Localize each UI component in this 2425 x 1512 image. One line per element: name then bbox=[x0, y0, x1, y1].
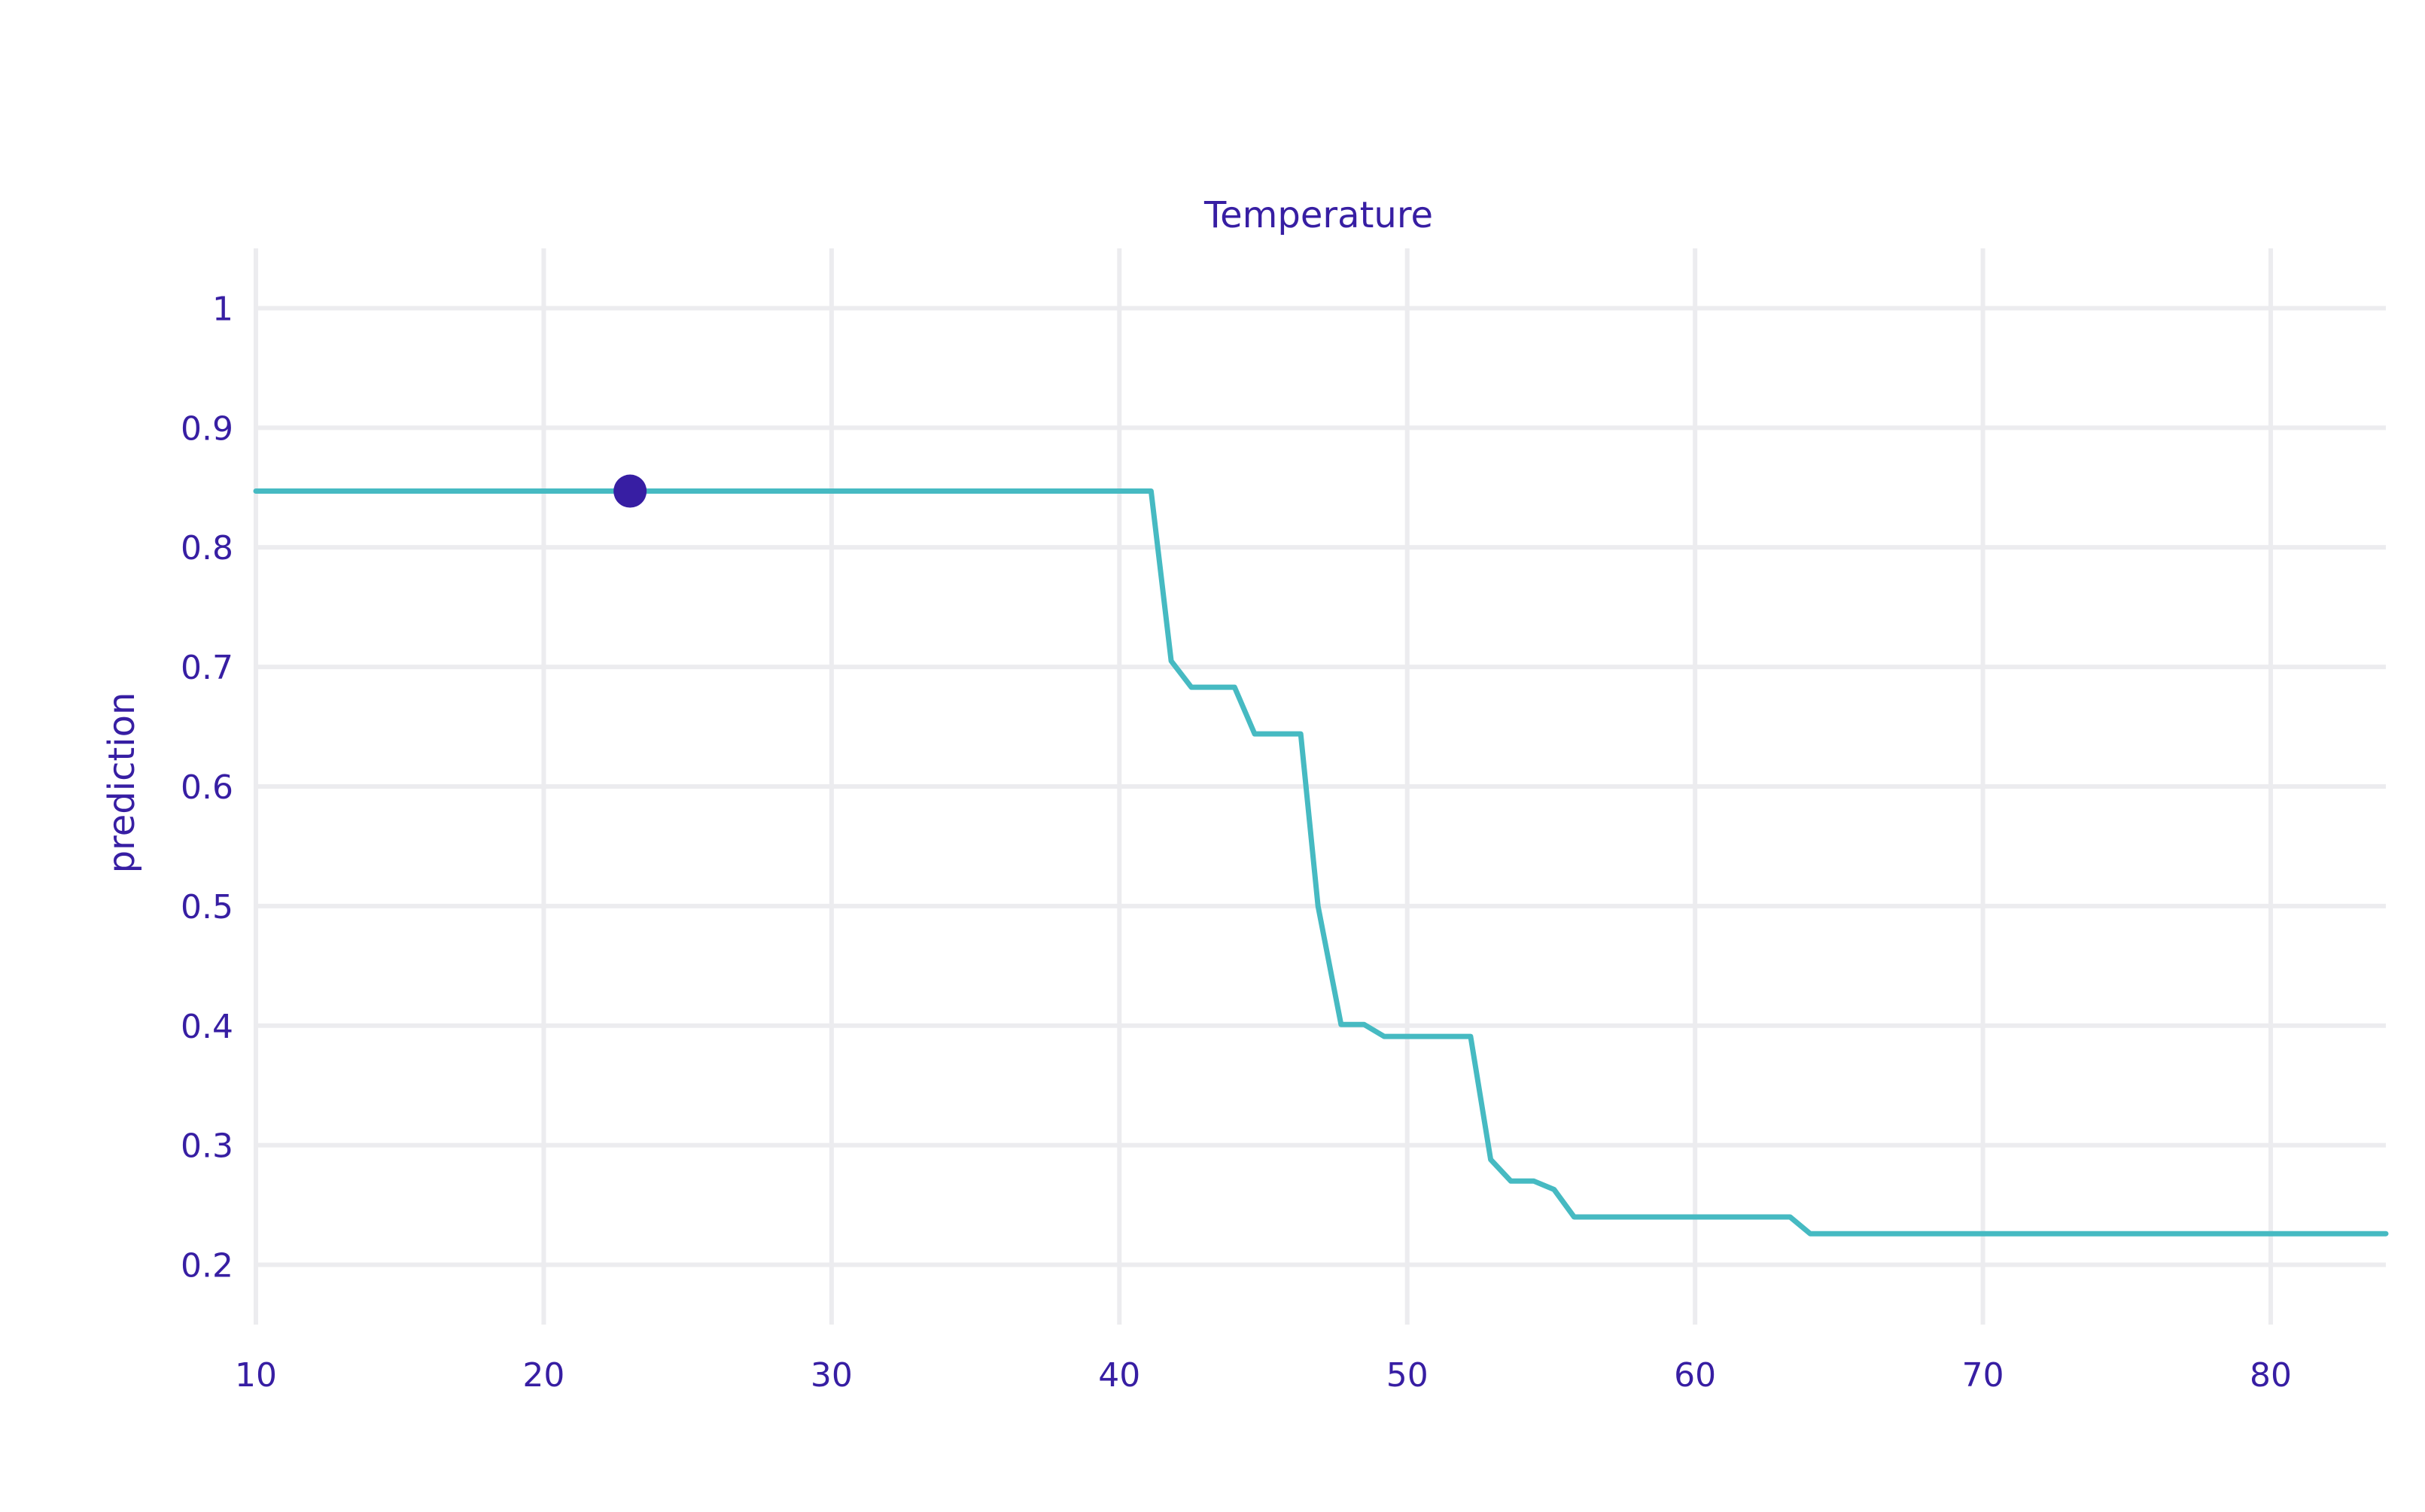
x-tick-label: 10 bbox=[235, 1356, 277, 1395]
y-tick-label: 0.2 bbox=[181, 1247, 233, 1285]
y-tick-label: 0.3 bbox=[181, 1127, 233, 1166]
x-tick-label: 40 bbox=[1098, 1356, 1140, 1395]
series-line bbox=[253, 488, 2389, 1237]
x-tick-label: 80 bbox=[2250, 1356, 2292, 1395]
y-tick-label: 0.5 bbox=[181, 888, 233, 926]
x-tick-label: 20 bbox=[522, 1356, 564, 1395]
observation-group bbox=[613, 474, 647, 508]
y-tick-label: 0.4 bbox=[181, 1008, 233, 1046]
grid bbox=[254, 248, 2386, 1325]
x-tick-label: 60 bbox=[1674, 1356, 1716, 1395]
x-tick-label: 30 bbox=[811, 1356, 853, 1395]
x-tick-label: 50 bbox=[1386, 1356, 1429, 1395]
y-tick-label: 1 bbox=[212, 290, 233, 328]
y-tick-label: 0.8 bbox=[181, 529, 233, 567]
series-group bbox=[253, 488, 2389, 1237]
y-tick-label: 0.9 bbox=[181, 409, 233, 448]
x-axis-ticks: 10 20 30 40 50 60 70 80 bbox=[235, 1356, 2292, 1395]
y-tick-label: 0.6 bbox=[181, 768, 233, 807]
y-axis-title: prediction bbox=[101, 692, 143, 874]
y-axis-ticks: 0.2 0.3 0.4 0.5 0.6 0.7 0.8 0.9 1 bbox=[181, 290, 233, 1285]
x-tick-label: 70 bbox=[1962, 1356, 2004, 1395]
y-tick-label: 0.7 bbox=[181, 649, 233, 687]
chart-title: Temperature bbox=[1203, 194, 1433, 236]
observation-point bbox=[613, 474, 647, 508]
